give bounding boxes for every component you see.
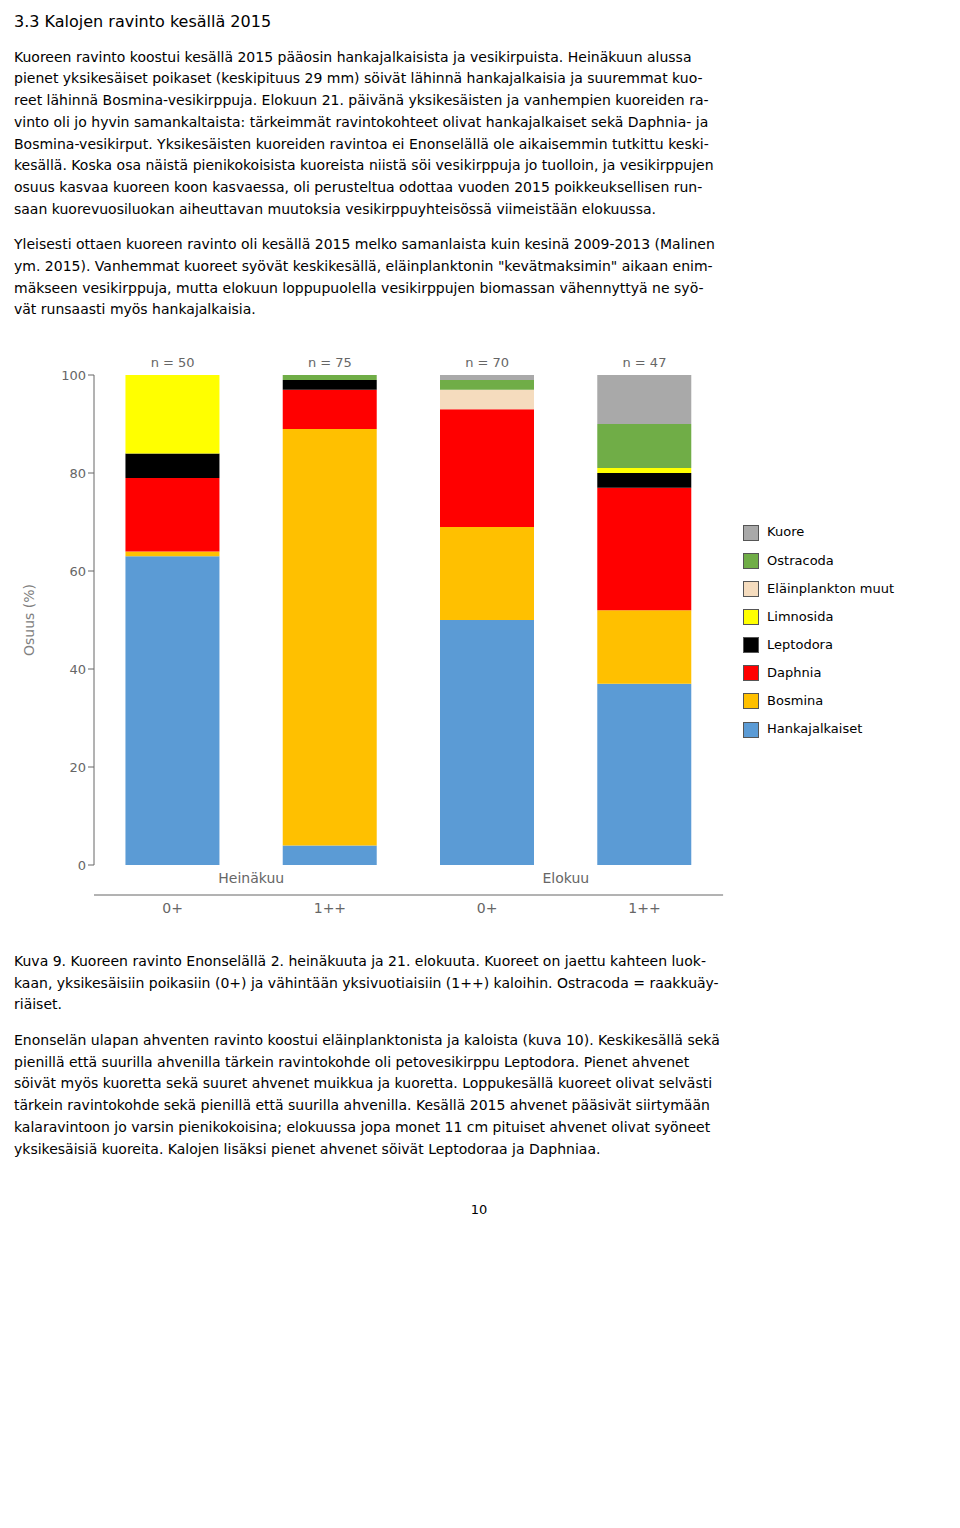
html-text:yksikesäisiä kuoreita. Kalojen: yksikesäisiä kuoreita. Kalojen lisäksi p…	[14, 1140, 601, 1157]
html-text:Eläinplankton muut: Eläinplankton muut	[767, 580, 894, 596]
svg-text:Elokuu: Elokuu	[542, 870, 589, 886]
html-text:saan kuorevuosiluokan aiheutta: saan kuorevuosiluokan aiheuttavan muutok…	[14, 200, 656, 217]
html-text:Leptodora: Leptodora	[767, 637, 833, 652]
html-text:Enonselän ulapan ahventen ravi: Enonselän ulapan ahventen ravinto koostu…	[14, 1032, 720, 1049]
svg-text:20: 20	[69, 760, 86, 775]
html-text:Kuoreen ravinto koostui kesäll: Kuoreen ravinto koostui kesällä 2015 pää…	[14, 48, 692, 65]
svg-text:0+: 0+	[477, 900, 498, 916]
svg-text:100: 100	[61, 368, 86, 383]
html-text:Kuva 9. Kuoreen ravinto Enonse: Kuva 9. Kuoreen ravinto Enonselällä 2. h…	[14, 953, 706, 969]
html-text:kaan, yksikesäisiin poikasiin: kaan, yksikesäisiin poikasiin (0+) ja vä…	[14, 974, 719, 991]
html-text:Kuore: Kuore	[767, 524, 805, 540]
svg-text:80: 80	[69, 466, 86, 481]
svg-text:Heinäkuu: Heinäkuu	[218, 870, 284, 886]
html-text:kesällä. Koska osa näistä pien: kesällä. Koska osa näistä pienikokoisist…	[14, 157, 714, 174]
svg-text:n = 70: n = 70	[465, 355, 509, 370]
html-text:Limnosida: Limnosida	[767, 608, 834, 624]
svg-text:60: 60	[69, 564, 86, 579]
html-text:3.3 Kalojen ravinto kesällä 20: 3.3 Kalojen ravinto kesällä 2015	[14, 12, 272, 31]
html-text:tärkein ravintokohde sekä pien: tärkein ravintokohde sekä pienillä että …	[14, 1097, 710, 1114]
svg-text:n = 50: n = 50	[151, 355, 195, 370]
html-text:ym. 2015). Vanhemmat kuoreet s: ym. 2015). Vanhemmat kuoreet syövät kesk…	[14, 258, 713, 274]
svg-text:40: 40	[69, 662, 86, 677]
svg-text:n = 47: n = 47	[622, 355, 666, 370]
html-text:Yleisesti ottaen kuoreen ravin: Yleisesti ottaen kuoreen ravinto oli kes…	[14, 236, 715, 253]
html-text:pienillä että suurilla ahvenil: pienillä että suurilla ahvenilla tärkein…	[14, 1053, 690, 1070]
svg-text:Osuus (%): Osuus (%)	[21, 584, 37, 656]
html-text:reet lähinnä Bosmina-vesikirpp: reet lähinnä Bosmina-vesikirppuja. Eloku…	[14, 92, 709, 109]
html-text:10: 10	[470, 1202, 488, 1218]
html-text:Bosmina-vesikirput. Yksikesäis: Bosmina-vesikirput. Yksikesäisten kuorei…	[14, 135, 709, 152]
html-text:riäiset.: riäiset.	[14, 996, 62, 1013]
html-text:pienet yksikesäiset poikaset (: pienet yksikesäiset poikaset (keskipituu…	[14, 70, 703, 87]
html-text:Hankajalkaiset: Hankajalkaiset	[767, 721, 863, 737]
html-text:vät runsaasti myös hankajalkai: vät runsaasti myös hankajalkaisia.	[14, 301, 256, 318]
svg-text:n = 75: n = 75	[308, 355, 352, 370]
html-text:osuus kasvaa kuoreen koon kasv: osuus kasvaa kuoreen koon kasvaessa, oli…	[14, 178, 703, 195]
html-text:söivät myös kuoretta sekä suur: söivät myös kuoretta sekä suuret ahvenet…	[14, 1075, 713, 1092]
html-text:Bosmina: Bosmina	[767, 693, 824, 709]
html-text:vinto oli jo hyvin samankaltai: vinto oli jo hyvin samankaltaista: tärke…	[14, 113, 709, 130]
svg-text:0: 0	[78, 858, 86, 873]
html-text:Ostracoda: Ostracoda	[767, 552, 834, 568]
svg-text:1++: 1++	[314, 900, 346, 916]
html-text:Daphnia: Daphnia	[767, 665, 822, 681]
html-text:kalaravintoon jo varsin pienik: kalaravintoon jo varsin pienikokoisina; …	[14, 1118, 711, 1135]
svg-text:0+: 0+	[162, 900, 183, 916]
svg-text:1++: 1++	[628, 900, 660, 916]
html-text:mäkseen vesikirppuja, mutta el: mäkseen vesikirppuja, mutta elokuun lopp…	[14, 279, 704, 296]
